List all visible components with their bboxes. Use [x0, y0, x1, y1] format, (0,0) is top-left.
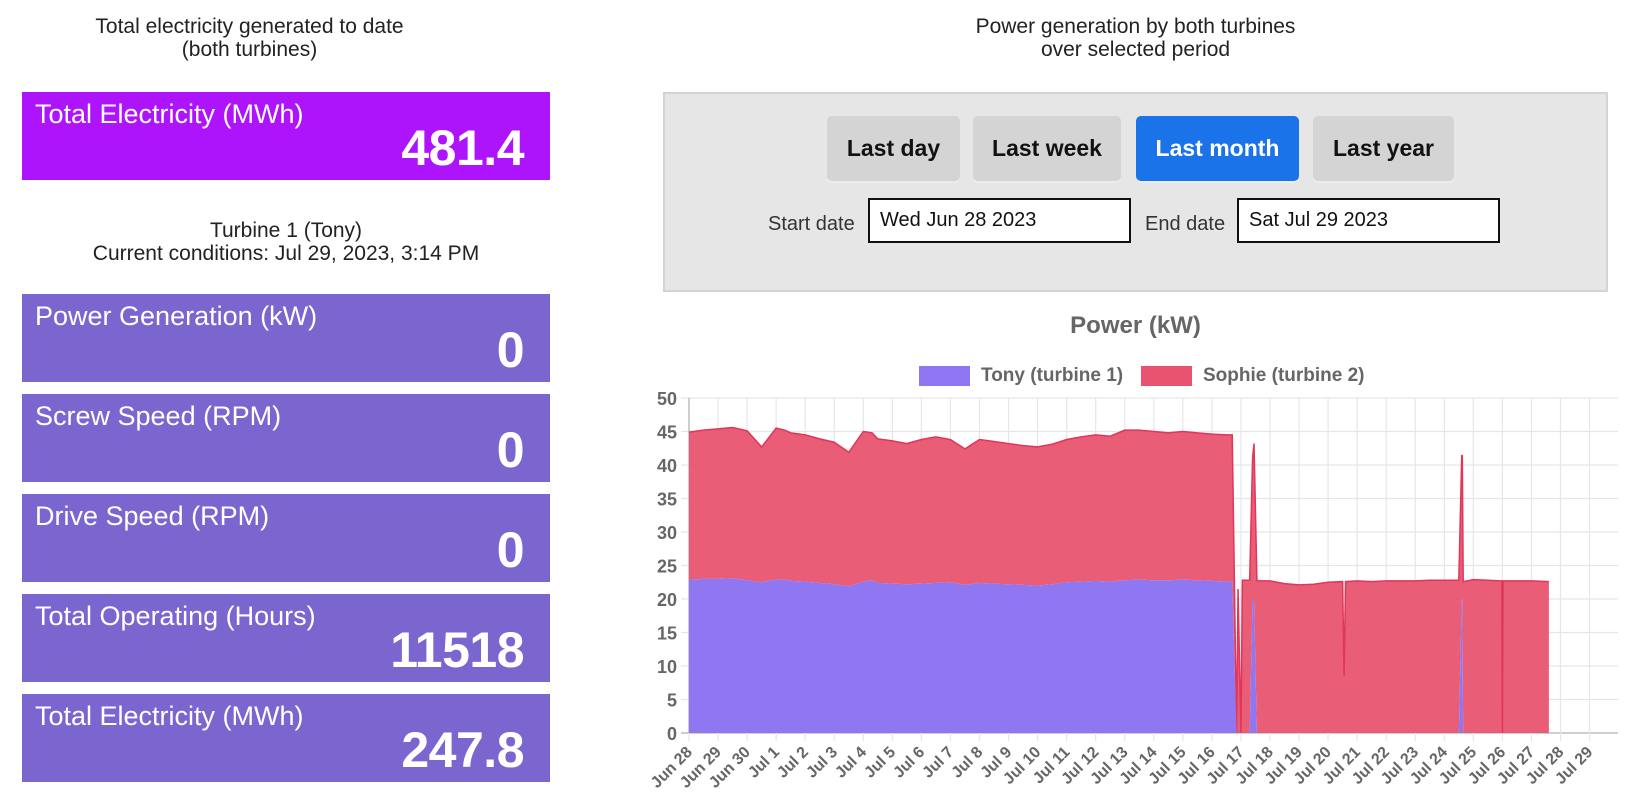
legend-item-tony[interactable]: Tony (turbine 1) [919, 365, 1123, 387]
x-tick-label: Jul 2 [774, 744, 812, 782]
chart-section-heading-line2: over selected period [1040, 38, 1231, 61]
start-date-label: Start date [768, 213, 855, 235]
y-tick-label: 0 [667, 724, 677, 744]
y-tick-label: 45 [657, 423, 677, 443]
y-tick-label: 5 [667, 691, 677, 711]
y-tick-label: 30 [657, 523, 677, 543]
end-date-input[interactable]: Sat Jul 29 2023 [1237, 198, 1500, 243]
y-tick-label: 10 [657, 657, 677, 677]
last-week-button[interactable]: Last week [973, 116, 1121, 181]
tony-area [689, 578, 1549, 733]
y-tick-label: 35 [657, 490, 677, 510]
card-value: 247.8 [401, 722, 524, 778]
overall-heading-line2: (both turbines) [181, 38, 318, 61]
x-tick-label: Jul 6 [890, 744, 928, 782]
total-operating-hours-card: Total Operating (Hours) 11518 [22, 594, 550, 682]
card-label: Total Operating (Hours) [35, 601, 316, 631]
y-tick-label: 15 [657, 624, 677, 644]
card-label: Power Generation (kW) [35, 301, 318, 331]
y-tick-label: 25 [657, 557, 677, 577]
card-label: Total Electricity (MWh) [35, 701, 304, 731]
x-tick-label: Jul 8 [949, 744, 987, 782]
card-value: 0 [496, 422, 525, 478]
end-date-label: End date [1145, 213, 1226, 235]
x-tick-label: Jul 5 [861, 744, 899, 782]
drive-speed-card: Drive Speed (RPM) 0 [22, 494, 550, 582]
legend-swatch-sophie-icon [1141, 366, 1192, 386]
chart-legend: Tony (turbine 1) Sophie (turbine 2) [0, 365, 1645, 389]
y-tick-label: 20 [657, 590, 677, 610]
last-year-button[interactable]: Last year [1313, 116, 1454, 181]
card-value: 11518 [390, 622, 524, 678]
last-month-button[interactable]: Last month [1136, 116, 1299, 181]
overall-heading: Total electricity generated to date (bot… [22, 15, 477, 61]
card-value: 0 [496, 322, 525, 378]
legend-item-sophie[interactable]: Sophie (turbine 2) [1141, 365, 1365, 387]
turbine-total-electricity-card: Total Electricity (MWh) 247.8 [22, 694, 550, 782]
sophie-line [688, 426, 1549, 734]
start-date-input[interactable]: Wed Jun 28 2023 [868, 198, 1131, 243]
power-generation-card: Power Generation (kW) 0 [22, 294, 550, 382]
current-conditions-timestamp: Current conditions: Jul 29, 2023, 3:14 P… [92, 242, 480, 265]
y-tick-label: 40 [657, 456, 677, 476]
period-selector-panel: Last day Last week Last month Last year … [663, 92, 1608, 292]
overall-heading-line1: Total electricity generated to date [95, 15, 404, 38]
card-value: 0 [496, 522, 525, 578]
x-tick-label: Jul 3 [803, 744, 841, 782]
x-tick-label: Jul 7 [919, 744, 957, 782]
y-tick-label: 50 [657, 389, 677, 409]
card-label: Drive Speed (RPM) [35, 501, 270, 531]
chart-section-heading-line1: Power generation by both turbines [975, 15, 1296, 38]
chart-title: Power (kW) [1070, 312, 1201, 339]
last-day-button[interactable]: Last day [827, 116, 960, 181]
card-label: Screw Speed (RPM) [35, 401, 282, 431]
card-value: 481.4 [401, 120, 524, 176]
x-tick-label: Jul 4 [832, 744, 870, 782]
overall-total-electricity-card: Total Electricity (MWh) 481.4 [22, 92, 550, 180]
screw-speed-card: Screw Speed (RPM) 0 [22, 394, 550, 482]
card-label: Total Electricity (MWh) [35, 99, 304, 129]
turbine-heading: Turbine 1 (Tony) Current conditions: Jul… [22, 219, 550, 265]
turbine-name: Turbine 1 (Tony) [209, 219, 363, 242]
sophie-area [689, 427, 1549, 733]
legend-swatch-tony-icon [919, 366, 970, 386]
chart-section-heading: Power generation by both turbines over s… [663, 15, 1608, 61]
legend-label-sophie: Sophie (turbine 2) [1203, 365, 1365, 386]
legend-label-tony: Tony (turbine 1) [981, 365, 1124, 386]
x-tick-label: Jul 1 [745, 744, 783, 782]
